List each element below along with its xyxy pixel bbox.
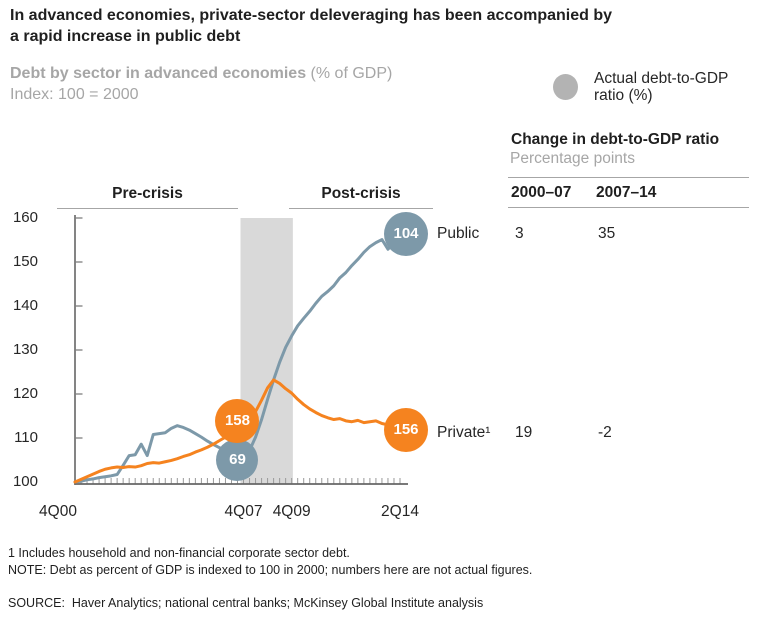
y-tick-label: 140: [12, 297, 38, 314]
legend-label: Actual debt-to-GDP ratio (%): [594, 70, 728, 104]
x-tick-label: 4Q09: [272, 503, 311, 520]
page-title: In advanced economies, private-sector de…: [10, 5, 612, 47]
period-label-post-crisis: Post-crisis: [289, 185, 433, 209]
y-tick-label: 150: [12, 253, 38, 270]
table-col-2000-07: 2000–07: [511, 184, 572, 201]
legend-label-line1: Actual debt-to-GDP: [594, 70, 729, 87]
table-title: Change in debt-to-GDP ratio: [511, 131, 720, 148]
legend-label-line2: ratio (%): [594, 87, 653, 104]
callout-public-4q07: 69: [216, 439, 259, 481]
footnote-note: NOTE: Debt as percent of GDP is indexed …: [8, 563, 533, 577]
table-rule-bottom: [508, 207, 749, 208]
chart-subtitle-note: (% of GDP): [306, 65, 393, 82]
series-label-private: Private¹: [437, 424, 491, 441]
private-change-2000-07: 19: [515, 424, 533, 441]
y-tick-label: 110: [14, 429, 38, 446]
y-tick-label: 120: [12, 385, 38, 402]
page-title-line1: In advanced economies, private-sector de…: [10, 7, 612, 24]
y-tick-label: 100: [12, 473, 38, 490]
y-tick-label: 160: [12, 209, 38, 226]
footnote-1: 1 Includes household and non-financial c…: [8, 546, 350, 560]
table-subtitle: Percentage points: [510, 150, 635, 167]
series-label-public: Public: [437, 225, 480, 242]
table-col-2007-14: 2007–14: [596, 184, 657, 201]
footnotes: 1 Includes household and non-financial c…: [8, 545, 532, 579]
public-change-2007-14: 35: [598, 225, 616, 242]
x-tick-label: 4Q07: [224, 503, 263, 520]
public-change-2000-07: 3: [515, 225, 524, 242]
source-line: SOURCE: Haver Analytics; national centra…: [8, 596, 484, 610]
y-tick-label: 130: [12, 341, 38, 358]
callout-private-2q14: 156: [384, 408, 429, 453]
private-change-2007-14: -2: [598, 424, 612, 441]
table-rule-top: [508, 177, 749, 178]
callout-private-4q07: 158: [215, 398, 260, 443]
page-title-line2: a rapid increase in public debt: [10, 28, 241, 45]
x-tick-label: 4Q00: [39, 503, 77, 520]
chart-index-note: Index: 100 = 2000: [10, 86, 139, 103]
period-label-pre-crisis: Pre-crisis: [57, 185, 238, 209]
chart-subtitle: Debt by sector in advanced economies (% …: [10, 65, 392, 83]
callout-public-2q14: 104: [384, 211, 429, 256]
actual-ratio-circle-icon: [553, 74, 578, 100]
chart-subtitle-bold: Debt by sector in advanced economies: [10, 65, 307, 82]
x-tick-label: 2Q14: [381, 503, 419, 520]
